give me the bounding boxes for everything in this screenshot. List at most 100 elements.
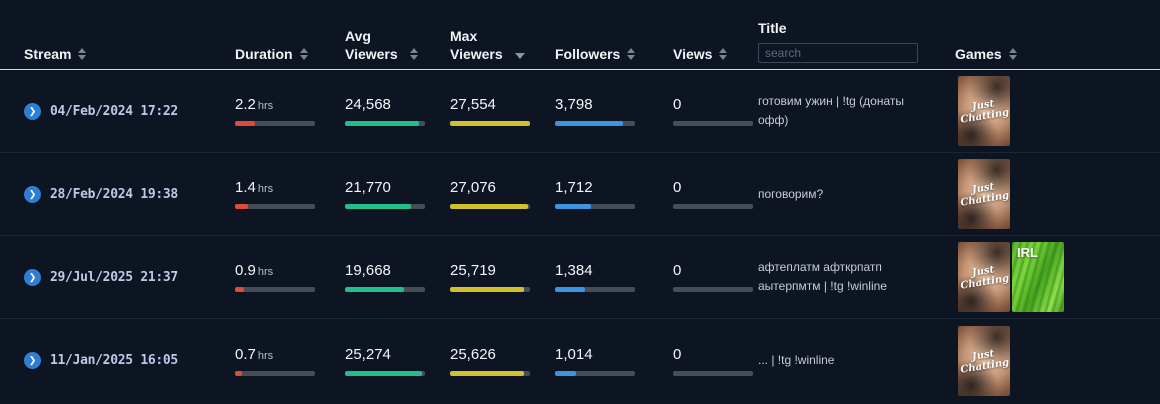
column-label-avg-viewers: Avg Viewers [345,27,398,62]
followers-bar [555,204,635,209]
sort-icon [1008,48,1017,63]
followers-bar-fill [555,370,576,376]
views-bar [673,204,753,209]
duration-cell: 0.9 hrs [235,262,345,292]
games-cell: Just Chatting [955,159,1160,229]
views-cell: 0 [673,262,758,292]
stream-title: поговорим? [758,186,824,201]
sort-icon [719,48,728,63]
column-header-games[interactable]: Games [955,45,1160,63]
avg-viewers-bar [345,204,425,209]
avg-viewers-cell: 25,274 [345,346,450,376]
duration-value: 2.2 [235,96,256,113]
column-header-views[interactable]: Views [673,45,758,63]
column-header-max-viewers[interactable]: Max Viewers [450,27,555,63]
table-row: ❯ 28/Feb/2024 19:38 1.4 hrs 21,770 27,076… [0,153,1160,236]
game-thumbnail-label: Just Chatting [959,347,1010,376]
views-cell: 0 [673,346,758,376]
games-cell: Just Chatting [955,325,1160,396]
game-thumbnail-irl[interactable]: IRL [1012,242,1064,312]
duration-value: 0.9 [235,262,256,279]
stream-date[interactable]: 04/Feb/2024 17:22 [50,103,178,119]
max-viewers-bar-fill [450,204,529,209]
views-bar [673,287,753,292]
title-search-input[interactable] [758,43,918,63]
avg-viewers-cell: 19,668 [345,262,450,292]
views-value: 0 [673,262,682,279]
avg-viewers-value: 25,274 [345,345,391,363]
column-label-followers: Followers [555,45,621,62]
avg-viewers-bar [345,121,425,126]
views-bar [673,370,753,376]
duration-cell: 1.4 hrs [235,179,345,209]
game-thumbnail-just-chatting[interactable]: Just Chatting [958,242,1010,312]
duration-bar-fill [235,204,248,209]
followers-cell: 1,384 [555,262,673,292]
column-label-views: Views [673,45,713,62]
followers-bar-fill [555,121,623,126]
max-viewers-cell: 27,076 [450,179,555,209]
stream-link-icon[interactable]: ❯ [24,352,41,369]
column-header-followers[interactable]: Followers [555,45,673,63]
followers-cell: 1,014 [555,346,673,376]
stream-link-icon[interactable]: ❯ [24,268,41,286]
followers-bar [555,370,635,376]
sort-icon [78,48,87,63]
followers-cell: 3,798 [555,96,673,126]
avg-viewers-bar-fill [345,370,422,376]
max-viewers-bar [450,121,530,126]
avg-viewers-value: 24,568 [345,96,391,113]
games-cell: Just Chatting IRL [955,242,1160,312]
game-thumbnail-label: IRL [1017,245,1038,260]
duration-unit: hrs [257,349,274,362]
game-thumbnail-just-chatting[interactable]: Just Chatting [958,159,1010,229]
stream-date[interactable]: 11/Jan/2025 16:05 [50,353,178,368]
views-cell: 0 [673,96,758,126]
max-viewers-value: 27,076 [450,179,496,196]
avg-viewers-bar-fill [345,121,420,126]
stream-cell: ❯ 28/Feb/2024 19:38 [24,185,235,203]
stream-title: готовим ужин | !tg (донаты офф) [758,94,905,127]
followers-value: 3,798 [555,96,593,113]
max-viewers-cell: 25,626 [450,346,555,376]
max-viewers-bar [450,204,530,209]
stream-title: афтеплатм афткрпатп аытерпмтм | !tg !win… [758,260,887,293]
duration-value: 1.4 [235,179,256,196]
max-viewers-value: 25,719 [450,262,496,279]
stream-date[interactable]: 28/Feb/2024 19:38 [50,186,178,202]
avg-viewers-cell: 24,568 [345,96,450,126]
followers-value: 1,014 [555,345,593,363]
followers-value: 1,712 [555,179,593,196]
duration-bar-fill [235,370,243,376]
column-header-stream[interactable]: Stream [24,45,235,63]
stream-date[interactable]: 29/Jul/2025 21:37 [50,269,178,285]
column-header-duration[interactable]: Duration [235,45,345,63]
game-thumbnail-just-chatting[interactable]: Just Chatting [958,325,1010,396]
games-cell: Just Chatting [955,76,1160,146]
avg-viewers-value: 19,668 [345,262,391,279]
stream-cell: ❯ 29/Jul/2025 21:37 [24,268,235,286]
views-value: 0 [673,179,682,196]
duration-bar-fill [235,287,244,292]
column-label-games: Games [955,45,1002,62]
stream-link-icon[interactable]: ❯ [24,185,41,203]
duration-bar [235,287,315,292]
table-row: ❯ 04/Feb/2024 17:22 2.2 hrs 24,568 27,554… [0,70,1160,153]
followers-bar-fill [555,204,591,209]
table-row: ❯ 11/Jan/2025 16:05 0.7 hrs 25,274 25,626… [0,319,1160,402]
duration-cell: 0.7 hrs [235,346,345,376]
game-thumbnail-label: Just Chatting [959,264,1010,292]
sort-icon [627,48,636,63]
max-viewers-value: 27,554 [450,96,496,113]
duration-bar [235,204,315,209]
game-thumbnail-just-chatting[interactable]: Just Chatting [958,76,1010,146]
duration-unit: hrs [257,183,274,195]
table-header-row: Stream Duration Avg Viewers Max Viewers … [0,0,1160,70]
column-header-avg-viewers[interactable]: Avg Viewers [345,27,450,63]
max-viewers-cell: 25,719 [450,262,555,292]
views-cell: 0 [673,179,758,209]
duration-value: 0.7 [235,345,256,363]
column-header-title: Title [758,19,955,63]
stream-link-icon[interactable]: ❯ [24,102,41,120]
